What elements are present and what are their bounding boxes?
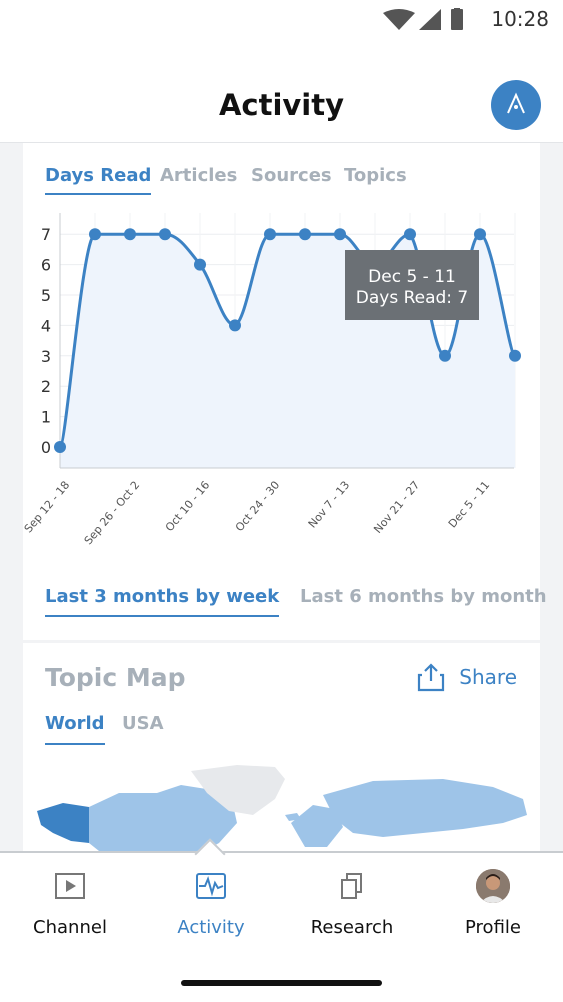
- share-icon: [418, 663, 445, 692]
- chart-data-point[interactable]: [509, 349, 521, 362]
- status-icons: [383, 8, 463, 30]
- app-logo-button[interactable]: [491, 80, 541, 130]
- avatar: [476, 869, 510, 903]
- logo-icon: [507, 92, 525, 114]
- y-tick-label: 3: [41, 347, 51, 366]
- x-tick-label: Oct 10 - 16: [163, 479, 212, 534]
- y-tick-label: 6: [41, 256, 51, 275]
- signal-icon: [419, 9, 441, 30]
- y-tick-label: 1: [41, 408, 51, 427]
- chart-data-point[interactable]: [334, 228, 346, 241]
- chart-data-point[interactable]: [264, 228, 276, 241]
- world-topic-map[interactable]: [23, 763, 540, 873]
- tab-topics[interactable]: Topics: [344, 165, 407, 186]
- y-tick-label: 2: [41, 377, 51, 396]
- chart-data-point[interactable]: [124, 228, 136, 241]
- range-tab-6-months-month[interactable]: Last 6 months by month: [300, 586, 547, 607]
- nav-channel[interactable]: Channel: [0, 853, 140, 953]
- share-label: Share: [459, 665, 517, 689]
- chart-data-point[interactable]: [229, 319, 241, 332]
- nav-profile-label: Profile: [465, 917, 521, 938]
- topic-map-card: Topic Map Share World USA: [23, 643, 540, 873]
- x-tick-label: Sep 26 - Oct 2: [82, 479, 143, 548]
- nav-activity[interactable]: Activity: [141, 853, 281, 953]
- y-tick-label: 7: [41, 225, 51, 244]
- app-header: Activity: [0, 40, 563, 143]
- tab-days-read[interactable]: Days Read: [45, 165, 152, 195]
- nav-channel-label: Channel: [33, 917, 107, 938]
- map-region-russia: [323, 779, 527, 837]
- map-region-greenland: [191, 765, 285, 815]
- status-time: 10:28: [491, 7, 549, 31]
- x-tick-label: Dec 5 - 11: [446, 479, 492, 531]
- tooltip-title: Dec 5 - 11: [368, 267, 456, 287]
- nav-research-label: Research: [310, 917, 394, 938]
- y-tick-label: 0: [41, 438, 51, 457]
- share-button[interactable]: Share: [417, 661, 517, 693]
- y-tick-label: 4: [41, 316, 51, 335]
- map-region-iceland: [285, 813, 301, 821]
- nav-activity-label: Activity: [177, 917, 245, 938]
- x-tick-label: Sep 12 - 18: [23, 479, 72, 536]
- topic-map-title: Topic Map: [45, 663, 186, 692]
- chart-data-point[interactable]: [159, 228, 171, 241]
- tab-articles[interactable]: Articles: [160, 165, 238, 186]
- activity-chart-card: Days Read Articles Sources Topics 0 1 2 3 4 5…: [23, 143, 547, 640]
- x-tick-label: Nov 7 - 13: [306, 479, 353, 531]
- play-icon: [55, 873, 85, 899]
- page-title: Activity: [218, 88, 345, 122]
- home-indicator: [181, 980, 382, 986]
- wifi-icon: [383, 9, 415, 30]
- map-region-canada: [89, 785, 237, 859]
- chart-data-point[interactable]: [404, 228, 416, 241]
- chart-data-point[interactable]: [54, 441, 66, 453]
- map-region-europe: [291, 805, 343, 847]
- chart-data-point[interactable]: [474, 228, 486, 241]
- bottom-nav: Channel Activity Research Profile: [0, 838, 563, 1002]
- status-bar: 10:28: [0, 0, 563, 40]
- tooltip-label: Days Read: 7: [356, 288, 469, 308]
- geo-tab-usa[interactable]: USA: [122, 713, 164, 734]
- chart-tooltip: Dec 5 - 11 Days Read: 7: [345, 250, 479, 320]
- chart-data-point[interactable]: [299, 228, 311, 241]
- nav-profile[interactable]: Profile: [423, 853, 563, 953]
- nav-research[interactable]: Research: [282, 853, 422, 953]
- tab-sources[interactable]: Sources: [251, 165, 332, 186]
- x-tick-label: Nov 21 - 27: [371, 479, 422, 536]
- chart-data-point[interactable]: [194, 258, 206, 271]
- x-tick-label: Oct 24 - 30: [233, 479, 282, 534]
- geo-tab-world[interactable]: World: [45, 713, 105, 745]
- activity-icon: [196, 873, 226, 899]
- y-tick-label: 5: [41, 286, 51, 305]
- chart-data-point[interactable]: [439, 349, 451, 362]
- copy-icon: [341, 873, 362, 899]
- range-tab-3-months-week[interactable]: Last 3 months by week: [45, 586, 280, 617]
- chart-data-point[interactable]: [89, 228, 101, 241]
- battery-icon: [451, 9, 463, 30]
- days-read-chart: 0 1 2 3 4 5 6 7 Sep 12 - 18 Sep 26 - Oct 2 Oct 10…: [23, 213, 521, 548]
- map-region-alaska: [37, 803, 89, 843]
